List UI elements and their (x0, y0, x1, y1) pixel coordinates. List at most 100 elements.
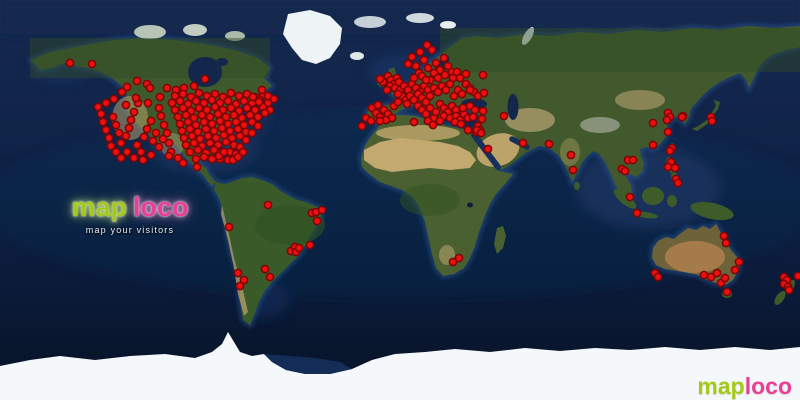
visitor-marker (433, 87, 443, 97)
visitor-marker (456, 119, 466, 129)
visitor-marker (234, 91, 244, 101)
visitor-marker (238, 147, 248, 157)
visitor-marker (784, 285, 794, 295)
visitor-marker (653, 272, 663, 282)
arctic-islands (134, 13, 535, 45)
visitor-marker (122, 82, 132, 92)
visitor-marker (373, 100, 383, 110)
visitor-marker (185, 147, 195, 157)
visitor-marker (375, 116, 385, 126)
visitor-marker (129, 107, 139, 117)
visitor-marker (357, 121, 367, 131)
visitor-marker (138, 155, 148, 165)
visitor-marker (170, 105, 180, 115)
visitor-marker (411, 61, 421, 71)
visitor-marker (199, 98, 209, 108)
maploco-logo[interactable]: map loco map your visitors (70, 194, 190, 235)
visitor-marker (632, 208, 642, 218)
visitor-marker (193, 145, 203, 155)
visitor-marker (185, 124, 195, 134)
visitor-marker (445, 79, 455, 89)
logo-word-map: map (71, 192, 127, 222)
visitor-marker (194, 103, 204, 113)
visitor-marker (454, 253, 464, 263)
logo-word-loco: loco (133, 192, 189, 222)
visitor-marker (253, 121, 263, 131)
visitor-marker (192, 162, 202, 172)
visitor-marker (422, 40, 432, 50)
visitor-marker (200, 74, 210, 84)
visitor-marker (108, 112, 118, 122)
visitor-marker (419, 55, 429, 65)
visitor-marker (235, 281, 245, 291)
visitor-marker (233, 268, 243, 278)
visitor-marker (132, 76, 142, 86)
visitor-marker (260, 264, 270, 274)
visitor-marker (458, 103, 468, 113)
visitor-marker (219, 130, 229, 140)
visitor-marker (699, 270, 709, 280)
visitor-marker (136, 147, 146, 157)
visitor-marker (427, 45, 437, 55)
madagascar (494, 226, 506, 254)
visitor-marker (566, 150, 576, 160)
visitor-marker (159, 120, 169, 130)
visitor-marker (431, 58, 441, 68)
visitor-marker (101, 98, 111, 108)
visitor-marker (116, 153, 126, 163)
visitor-marker (154, 103, 164, 113)
visitor-marker (722, 287, 732, 297)
visitor-marker (423, 63, 433, 73)
visitor-marker (253, 112, 263, 122)
visitor-marker (628, 155, 638, 165)
visitor-marker (203, 131, 213, 141)
visitor-marker (111, 120, 121, 130)
visitor-marker (158, 134, 168, 144)
visitor-marker (375, 74, 385, 84)
visitor-marker (189, 138, 199, 148)
visitor-marker (181, 140, 191, 150)
visitor-marker (457, 89, 467, 99)
visitor-marker (393, 97, 403, 107)
visitor-marker (121, 131, 131, 141)
visitor-marker (465, 85, 475, 95)
visitor-marker (403, 59, 413, 69)
visitor-marker (247, 117, 257, 127)
visitor-marker (478, 106, 488, 116)
visitor-marker (210, 102, 220, 112)
visitor-marker (124, 123, 134, 133)
visitor-marker (250, 105, 260, 115)
visitor-marker (162, 83, 172, 93)
visitor-marker (178, 158, 188, 168)
visitor-marker (242, 103, 252, 113)
visitor-marker (96, 109, 106, 119)
visitor-marker (730, 265, 740, 275)
visitor-marker (433, 73, 443, 83)
visitor-marker (402, 99, 412, 109)
iceland (350, 52, 364, 60)
visitor-marker (247, 128, 257, 138)
visitor-marker (665, 146, 675, 156)
visitor-marker (122, 147, 132, 157)
visitor-marker (221, 137, 231, 147)
visitor-marker (477, 114, 487, 124)
visitor-marker (197, 110, 207, 120)
visitor-marker (235, 131, 245, 141)
visitor-marker (148, 136, 158, 146)
visitor-marker (178, 103, 188, 113)
visitor-marker (415, 47, 425, 57)
logo-tagline: map your visitors (85, 225, 175, 235)
maploco-footer-logo[interactable]: maploco (697, 375, 792, 398)
visitor-marker (191, 154, 201, 164)
visitor-marker (461, 69, 471, 79)
visitor-marker (734, 257, 744, 267)
visitor-marker (409, 117, 419, 127)
visitor-marker (175, 96, 185, 106)
visitor-marker (194, 88, 204, 98)
visitor-marker (226, 88, 236, 98)
visitor-marker (239, 96, 249, 106)
visitor-marker (483, 144, 493, 154)
visitor-marker (428, 120, 438, 130)
